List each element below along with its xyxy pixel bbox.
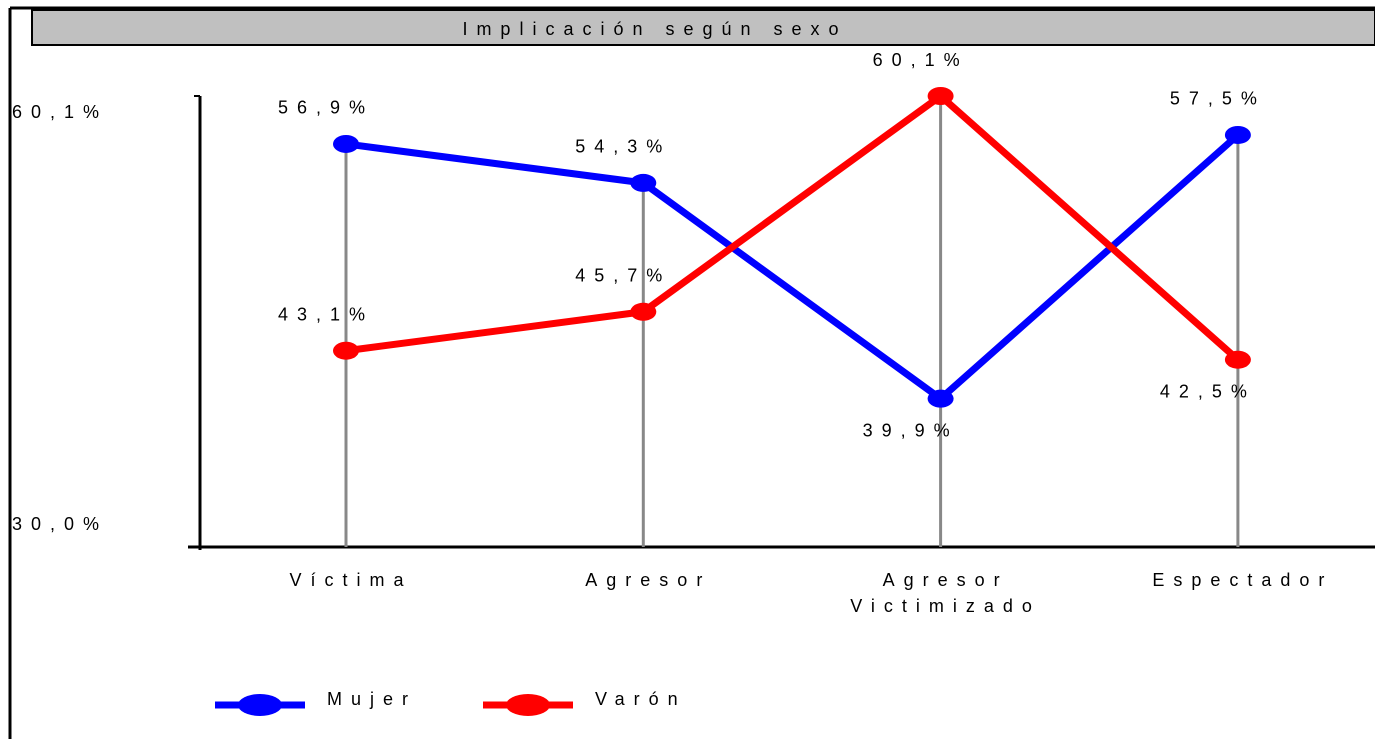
legend-label: Varón bbox=[595, 689, 687, 709]
legend-label: Mujer bbox=[327, 689, 417, 709]
title-bar bbox=[31, 9, 1375, 46]
x-tick-label: Víctima bbox=[289, 570, 413, 590]
x-tick-label: Agresor bbox=[585, 570, 712, 590]
point bbox=[630, 302, 657, 321]
point bbox=[333, 134, 359, 153]
data-label: 43,1% bbox=[278, 304, 374, 324]
data-label: 57,5% bbox=[1170, 89, 1266, 109]
data-label: 54,3% bbox=[575, 137, 671, 157]
series-line bbox=[345, 132, 1241, 404]
y-tick-label: 30,0% bbox=[12, 514, 108, 534]
point bbox=[333, 341, 359, 360]
x-tick-label: Espectador bbox=[1152, 570, 1334, 590]
y-tick-label: 60,1% bbox=[12, 102, 108, 122]
chart-title: Implicación según sexo bbox=[462, 19, 847, 39]
point bbox=[927, 389, 954, 408]
data-label: 45,7% bbox=[575, 266, 671, 286]
point bbox=[1224, 350, 1251, 369]
data-label: 56,9% bbox=[278, 98, 374, 118]
data-label: 42,5% bbox=[1160, 381, 1256, 401]
data-label: 39,9% bbox=[863, 420, 959, 440]
point bbox=[1224, 125, 1251, 144]
point bbox=[630, 173, 657, 192]
legend-marker bbox=[238, 694, 282, 716]
legend-marker bbox=[506, 694, 550, 716]
series-line bbox=[345, 91, 1241, 363]
x-tick-label: Agresor Victimizado bbox=[850, 570, 1041, 616]
point bbox=[927, 87, 954, 105]
data-label: 60,1% bbox=[873, 50, 969, 70]
